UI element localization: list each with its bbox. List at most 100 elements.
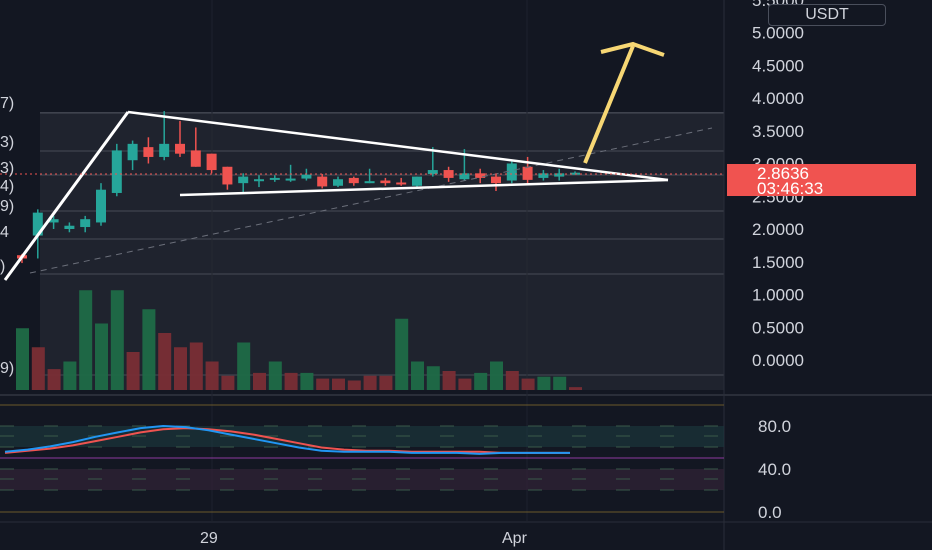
last-price-tag: 2.8636 03:46:33	[727, 164, 916, 198]
candle-body	[538, 173, 549, 178]
volume-bar	[569, 387, 582, 390]
volume-bar	[237, 342, 251, 390]
volume-bar	[47, 369, 61, 390]
volume-bar	[63, 361, 77, 390]
volume-bar	[505, 371, 519, 390]
last-price-value: 2.8636	[757, 164, 809, 183]
candle-body	[175, 143, 185, 154]
volume-bar	[474, 372, 488, 390]
candle-body	[285, 178, 296, 181]
lower-triangle-line	[179, 178, 669, 197]
left-fragment: 3)	[0, 134, 15, 151]
candle-body	[32, 212, 43, 236]
volume-bar	[363, 375, 377, 390]
candle-body	[206, 153, 217, 171]
left-fragment: )	[0, 258, 6, 275]
volume-bar	[142, 309, 156, 390]
candle-body	[506, 163, 517, 181]
candle-body	[80, 219, 91, 228]
candle-body	[254, 179, 264, 182]
upper-triangle-line	[127, 110, 669, 182]
volume-bar	[268, 361, 282, 390]
volume-bar	[221, 375, 235, 390]
osc-k-line	[4, 424, 570, 455]
volume-bar	[205, 361, 219, 390]
volume-bar	[332, 378, 345, 390]
volume-bar	[300, 372, 314, 390]
candle-body	[111, 150, 122, 193]
volume-bar	[174, 347, 187, 390]
volume-bar	[347, 380, 361, 390]
oscillator-axis[interactable]: 80.0 40.0 0.0	[758, 417, 791, 522]
candle-body	[222, 166, 233, 185]
volume-bar	[284, 372, 298, 390]
osc-d-line	[4, 427, 570, 454]
left-fragment: 4)	[0, 178, 15, 195]
candle-body	[238, 176, 249, 184]
candle-body	[554, 173, 565, 177]
volume-bar	[537, 376, 551, 390]
time-axis-label: 29	[200, 530, 218, 547]
candle-body	[159, 143, 170, 157]
candle-body	[396, 182, 407, 185]
candle-body	[269, 177, 280, 180]
volume-bar	[95, 323, 108, 390]
price-axis-label: 4.5000	[752, 56, 804, 75]
candle-body	[412, 176, 422, 186]
candle-body	[348, 177, 359, 184]
volume-bar	[126, 352, 140, 390]
volume-bar	[521, 378, 535, 390]
candle-body	[459, 173, 470, 180]
candle-body	[127, 143, 138, 161]
volume-bar	[426, 366, 440, 390]
volume-bar	[31, 347, 45, 390]
volume-bar	[411, 361, 424, 390]
volume-bar	[79, 290, 93, 390]
price-axis-label: 3.5000	[752, 122, 804, 141]
candlesticks	[17, 111, 580, 264]
time-axis[interactable]: 29 Apr	[200, 530, 528, 547]
candle-body	[317, 176, 328, 187]
candle-body	[522, 166, 533, 180]
trend-drawings	[0, 41, 724, 281]
volume-bars	[16, 290, 582, 390]
volume-bar	[110, 290, 124, 390]
price-axis-label: 1.0000	[752, 286, 804, 305]
candle-body	[380, 180, 391, 184]
volume-bar	[395, 318, 409, 390]
left-fragment: 9)	[0, 198, 15, 215]
candle-body	[64, 225, 75, 229]
oscillator-axis-label: 40.0	[758, 460, 791, 479]
volume-bar	[189, 342, 203, 390]
left-fragment: 3)	[0, 160, 15, 177]
candle-body	[333, 179, 343, 186]
volume-bar	[16, 328, 29, 390]
volume-bar	[253, 372, 266, 390]
price-axis-label: 4.0000	[752, 89, 804, 108]
candle-body	[491, 176, 501, 184]
volume-bar	[158, 333, 172, 390]
time-axis-label: Apr	[502, 530, 528, 547]
price-axis-label: 5.0000	[752, 24, 804, 43]
flagpole-line	[3, 111, 130, 281]
bar-countdown: 03:46:33	[757, 179, 824, 198]
candle-body	[427, 170, 438, 174]
oscillator-pane	[0, 404, 724, 513]
price-axis-label: 1.5000	[752, 253, 804, 272]
candle-body	[190, 150, 201, 167]
candle-body	[443, 170, 454, 178]
oscillator-axis-label: 80.0	[758, 417, 791, 436]
left-fragment: 4	[0, 224, 9, 241]
volume-bar	[316, 378, 330, 390]
oscillator-axis-label: 0.0	[758, 503, 782, 522]
price-axis-label: 0.0000	[752, 351, 804, 370]
candle-body	[475, 173, 486, 178]
currency-selector[interactable]: USDT	[768, 4, 886, 26]
candle-body	[143, 147, 154, 157]
volume-bar	[458, 378, 472, 390]
candle-body	[48, 219, 59, 223]
volume-bar	[553, 376, 567, 390]
price-axis-label: 2.0000	[752, 220, 804, 239]
breakout-arrow-head	[600, 41, 665, 57]
